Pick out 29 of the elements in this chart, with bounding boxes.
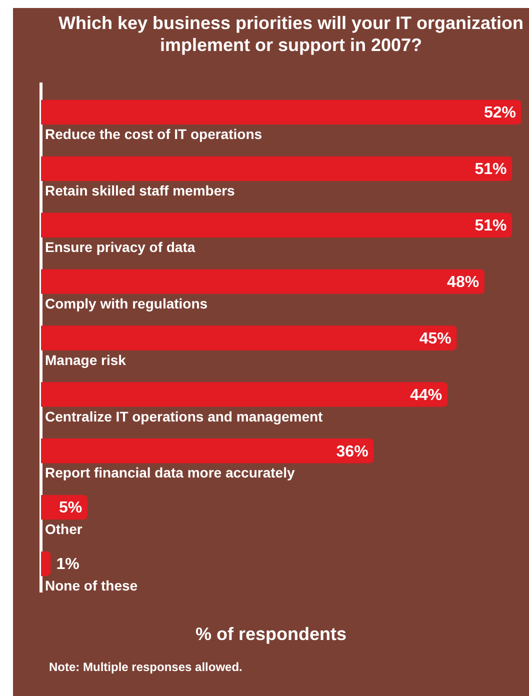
data-label: 36% xyxy=(336,443,368,460)
bar xyxy=(41,269,484,294)
y-tick-label: Ensure privacy of data xyxy=(45,238,196,255)
bar xyxy=(41,212,512,238)
data-label: 44% xyxy=(410,386,442,404)
x-axis-title: % of respondents xyxy=(194,624,348,645)
bar xyxy=(41,438,374,464)
data-label: 51% xyxy=(474,161,507,178)
y-tick-label: Comply with regulations xyxy=(45,295,208,312)
data-label: 51% xyxy=(474,218,507,235)
data-label: 5% xyxy=(59,500,82,517)
y-tick-label: None of these xyxy=(45,578,138,594)
bar xyxy=(41,551,51,576)
bar xyxy=(41,326,457,350)
y-tick-label: Retain skilled staff members xyxy=(45,182,236,199)
y-tick-label: Other xyxy=(45,521,83,538)
data-label: 1% xyxy=(56,556,80,574)
y-tick-label: Centralize IT operations and management xyxy=(45,408,324,424)
bar xyxy=(41,156,512,181)
bar xyxy=(41,382,448,407)
y-tick-label: Reduce the cost of IT operations xyxy=(45,126,262,142)
data-label: 48% xyxy=(447,274,480,291)
y-tick-label: Report financial data more accurately xyxy=(45,464,295,481)
bar xyxy=(41,100,521,125)
data-label: 45% xyxy=(419,330,452,348)
data-label: 52% xyxy=(484,104,516,122)
y-tick-label: Manage risk xyxy=(45,352,126,368)
text: Note: Multiple responses allowed. xyxy=(49,660,242,674)
chart-title: Which key business priorities will your IT organization implement or support in 2007? xyxy=(57,12,525,56)
